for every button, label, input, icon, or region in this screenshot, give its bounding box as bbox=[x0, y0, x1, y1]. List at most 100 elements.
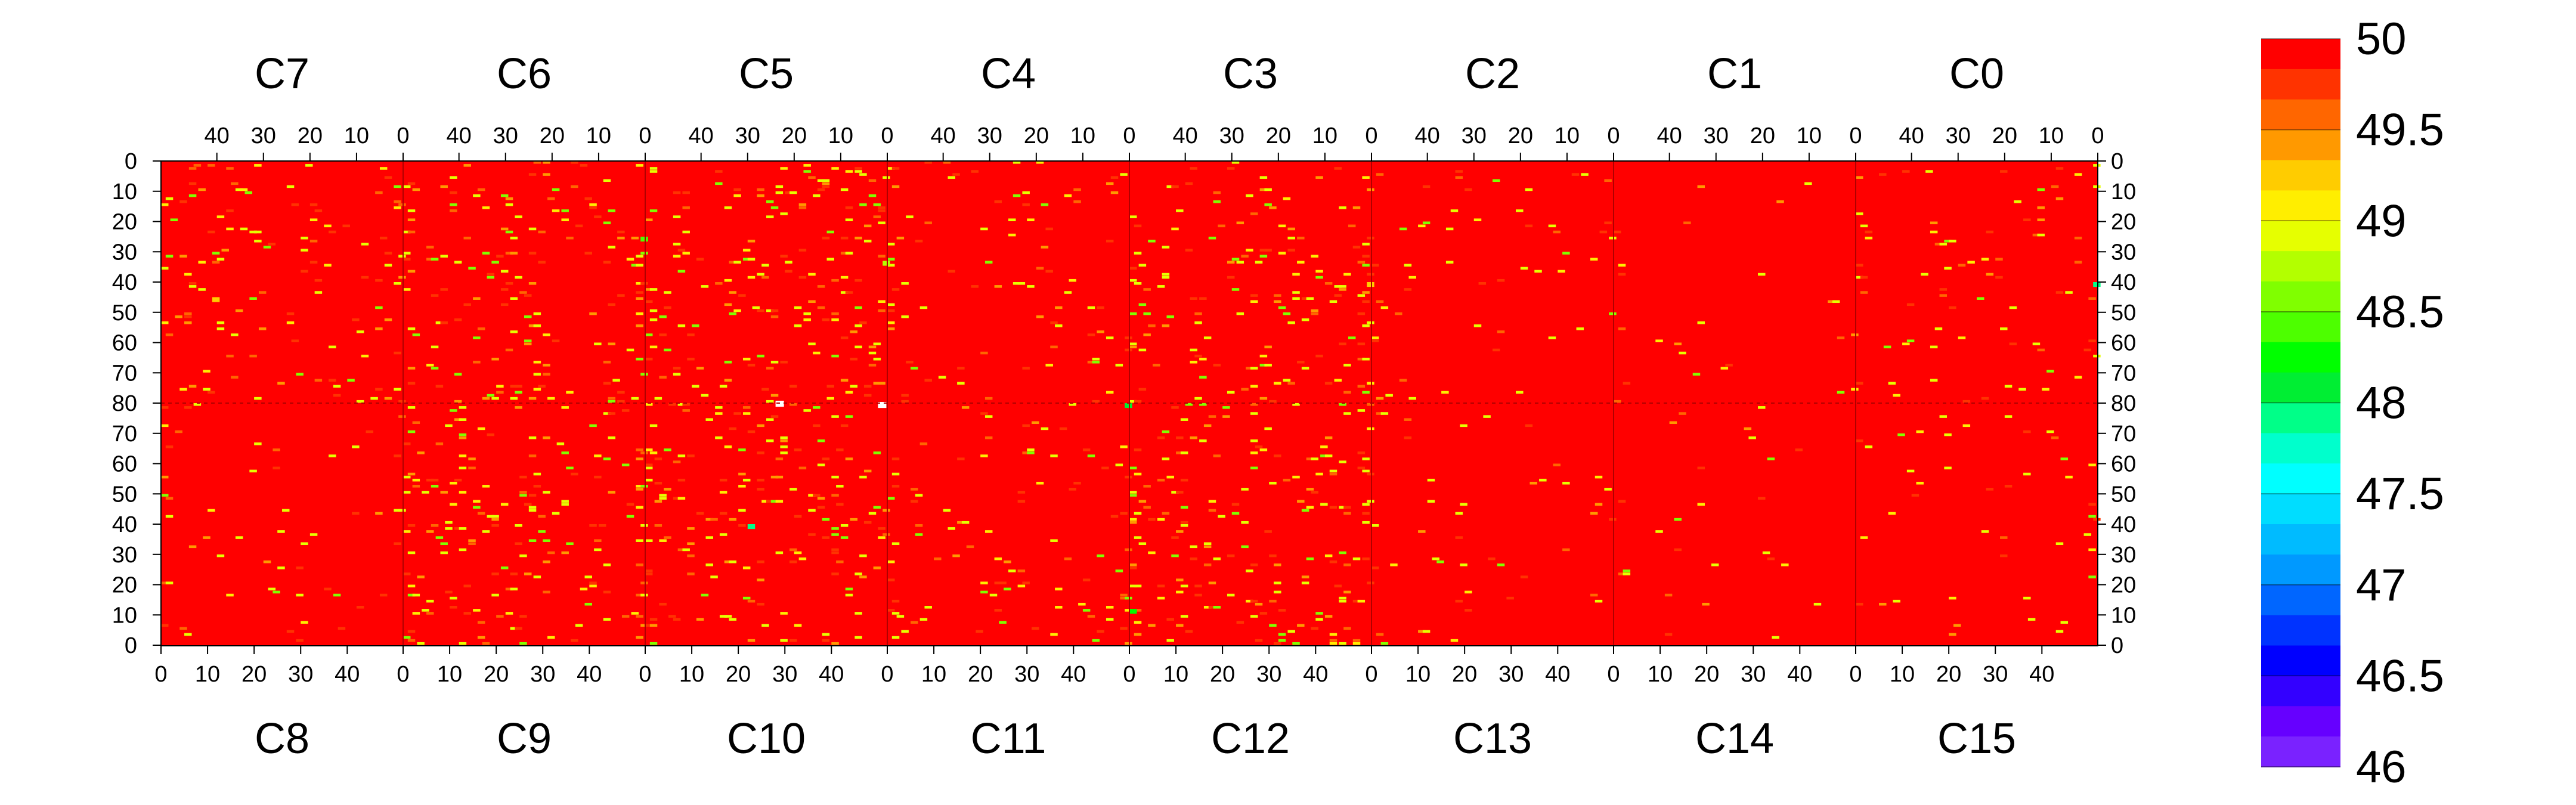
heatmap-cell bbox=[589, 584, 597, 588]
colorbar-swatch bbox=[2261, 736, 2340, 767]
heatmap-cell bbox=[636, 539, 643, 542]
heatmap-cell bbox=[528, 454, 537, 457]
heatmap-cell bbox=[515, 275, 522, 279]
heatmap-cell bbox=[1250, 599, 1258, 603]
heatmap-cell bbox=[1497, 330, 1505, 333]
heatmap-cell bbox=[770, 206, 779, 209]
heatmap-cell bbox=[733, 188, 741, 191]
heatmap-cell bbox=[961, 521, 970, 524]
heatmap-cell bbox=[957, 382, 965, 385]
heatmap-cell bbox=[1157, 478, 1165, 482]
heatmap-cell bbox=[1227, 167, 1235, 170]
heatmap-cell bbox=[435, 385, 444, 388]
heatmap-cell bbox=[584, 575, 592, 578]
top-x-ticks: 40 30 20 10 0 40 30 20 10 0 40 30 20 10 0 40 30 20 10 0 40 30… bbox=[205, 123, 2104, 161]
colorbar-swatch bbox=[2261, 706, 2340, 737]
heatmap-cell bbox=[1921, 273, 1928, 276]
heatmap-cell bbox=[1203, 424, 1212, 428]
heatmap-cell bbox=[1548, 224, 1556, 228]
heatmap-cell bbox=[775, 551, 784, 555]
heatmap-cell bbox=[1092, 360, 1100, 364]
heatmap-cell bbox=[198, 261, 206, 264]
heatmap-cell bbox=[268, 243, 276, 246]
heatmap-cell bbox=[621, 463, 630, 467]
heatmap-cell bbox=[640, 624, 648, 627]
heatmap-cell bbox=[715, 406, 723, 409]
heatmap-cell bbox=[1287, 227, 1295, 231]
colorbar-label: 47.5 bbox=[2356, 469, 2444, 519]
heatmap-cell bbox=[747, 430, 756, 434]
bottom-tick-label: 10 bbox=[921, 662, 946, 687]
heatmap-cell bbox=[887, 578, 895, 581]
heatmap-cell bbox=[1055, 324, 1063, 327]
heatmap-cell bbox=[1148, 518, 1156, 521]
heatmap-cell bbox=[165, 333, 174, 336]
top-tick-label: 40 bbox=[1657, 123, 1682, 148]
heatmap-cell bbox=[603, 382, 611, 385]
top-tick-label: 10 bbox=[1312, 123, 1337, 148]
chip-label-c6: C6 bbox=[497, 50, 552, 98]
heatmap-cell bbox=[403, 230, 411, 234]
colorbar-swatch bbox=[2261, 311, 2340, 343]
heatmap-cell bbox=[463, 303, 471, 306]
heatmap-cell bbox=[394, 388, 401, 391]
heatmap-cell bbox=[1138, 542, 1147, 546]
heatmap-cell bbox=[966, 545, 974, 549]
heatmap-cell bbox=[370, 397, 378, 400]
colorbar-label: 50 bbox=[2356, 14, 2407, 64]
heatmap-cell bbox=[1050, 345, 1058, 349]
heatmap-cell bbox=[450, 409, 457, 412]
heatmap-cell bbox=[1227, 275, 1235, 279]
heatmap-cell bbox=[831, 548, 839, 552]
heatmap-cell bbox=[2065, 291, 2073, 294]
heatmap-cell bbox=[1171, 406, 1179, 409]
heatmap-cell bbox=[1101, 466, 1109, 470]
heatmap-cell bbox=[887, 167, 895, 170]
heatmap-cell bbox=[1399, 227, 1407, 231]
heatmap-cell bbox=[1236, 312, 1244, 315]
heatmap-cell bbox=[1180, 506, 1188, 509]
heatmap-cell bbox=[561, 451, 569, 454]
heatmap-cell bbox=[705, 418, 713, 421]
heatmap-cell bbox=[915, 533, 923, 536]
heatmap-cell bbox=[459, 418, 467, 421]
heatmap-cell bbox=[1236, 261, 1244, 264]
heatmap-cell bbox=[1125, 348, 1132, 352]
heatmap-cell bbox=[1357, 312, 1366, 315]
heatmap-cell bbox=[463, 236, 471, 240]
heatmap-cell bbox=[854, 278, 862, 282]
heatmap-cell bbox=[729, 312, 737, 315]
heatmap-cell bbox=[491, 572, 499, 575]
heatmap-cell bbox=[1679, 412, 1686, 415]
heatmap-cell bbox=[524, 572, 532, 575]
bottom-tick-label: 40 bbox=[1787, 662, 1812, 687]
heatmap-cell bbox=[854, 170, 862, 173]
heatmap-cell bbox=[989, 593, 998, 597]
heatmap-cell bbox=[2037, 206, 2045, 209]
heatmap-cell bbox=[519, 291, 527, 294]
heatmap-cell bbox=[673, 497, 681, 500]
heatmap-cell bbox=[873, 203, 881, 206]
heatmap-cell bbox=[1329, 639, 1337, 642]
heatmap-cell bbox=[1125, 548, 1132, 552]
heatmap-cell bbox=[1893, 394, 1900, 397]
heatmap-cell bbox=[1162, 457, 1170, 460]
heatmap-cell bbox=[356, 400, 364, 403]
heatmap-cell bbox=[510, 252, 518, 255]
heatmap-cell bbox=[1129, 278, 1137, 282]
heatmap-cell bbox=[412, 478, 420, 482]
heatmap-cell bbox=[384, 397, 392, 400]
heatmap-cell bbox=[729, 560, 737, 564]
top-tick-label: 10 bbox=[1555, 123, 1580, 148]
heatmap-cell bbox=[496, 615, 504, 618]
heatmap-cell bbox=[664, 448, 671, 451]
heatmap-cell bbox=[636, 506, 643, 509]
heatmap-cell bbox=[631, 397, 639, 400]
heatmap-cell bbox=[1320, 503, 1328, 506]
heatmap-cell bbox=[1618, 264, 1626, 267]
heatmap-cell bbox=[1609, 518, 1617, 521]
heatmap-cell bbox=[2065, 475, 2073, 479]
heatmap-cell bbox=[840, 236, 849, 240]
right-tick-label: 30 bbox=[2111, 543, 2136, 568]
top-tick-label: 0 bbox=[1365, 123, 1377, 148]
